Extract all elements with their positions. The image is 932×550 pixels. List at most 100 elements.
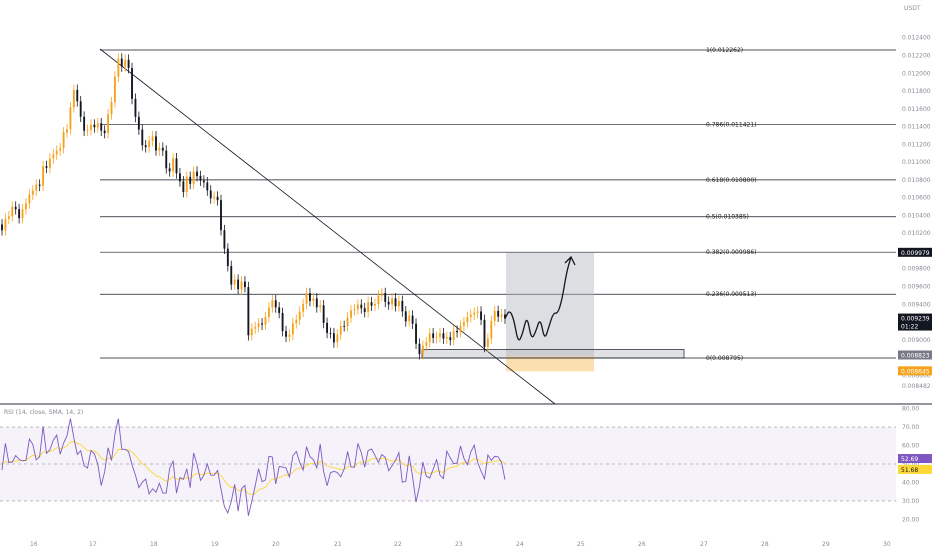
date-tick-label: 21 (334, 541, 342, 548)
candle-body (319, 305, 322, 308)
candle-body (428, 333, 431, 343)
candle-body (247, 287, 250, 336)
fib-level-label: 0.618(0.010800) (706, 177, 757, 184)
candle-body (411, 315, 414, 324)
candle-body (21, 209, 24, 219)
candle-body (168, 168, 171, 172)
candle-body (172, 158, 175, 172)
candle-body (127, 59, 130, 69)
price-unit-label: USDT (904, 5, 921, 12)
candlestick-series (1, 53, 506, 360)
candle-body (199, 176, 202, 181)
fib-level-label: 0.5(0.010385) (706, 214, 749, 221)
rsi-value-badge-bg (898, 454, 932, 464)
candle-body (66, 129, 68, 133)
candle-body (220, 200, 222, 231)
price-pane[interactable]: USDT 1(0.012262) 0.786(0.011421) 0.618(0.0… (0, 5, 932, 405)
candle-body (45, 166, 48, 168)
candle-body (459, 325, 462, 333)
candle-body (209, 190, 212, 199)
date-tick-label: 23 (455, 541, 463, 548)
date-tick-label: 27 (700, 541, 708, 548)
price-badge-value: 0.008645 (901, 368, 930, 375)
candle-body (370, 302, 373, 306)
candle-body (237, 279, 240, 290)
rsi-ma-badge-bg (898, 464, 932, 474)
candle-body (367, 302, 370, 313)
price-tick-label: 0.011000 (902, 159, 931, 166)
candle-body (425, 342, 428, 346)
date-tick-label: 25 (577, 541, 585, 548)
candle-body (445, 337, 448, 339)
rsi-axis[interactable]: 80.00 70.00 60.00 50.00 40.00 30.00 20.00 (902, 406, 919, 524)
date-tick-label: 26 (638, 541, 646, 548)
candle-body (291, 323, 294, 335)
rsi-indicator-label: RSI (14, close, SMA, 14, 2) (4, 409, 83, 416)
price-axis[interactable]: 0.012400 0.012200 0.012000 0.011800 0.011600… (902, 35, 931, 390)
candle-body (435, 336, 438, 338)
long-position-tool[interactable] (421, 252, 685, 372)
date-tick-label: 18 (150, 541, 158, 548)
price-tick-label: 0.009800 (902, 266, 931, 273)
candle-body (175, 158, 178, 174)
candle-body (497, 310, 500, 317)
projected-path-arrowhead (564, 255, 576, 266)
candle-body (415, 323, 417, 344)
candle-body (42, 166, 45, 186)
candle-body (504, 314, 506, 319)
candle-body (18, 209, 21, 219)
price-badge-bg (898, 313, 932, 331)
price-badge-value: 0.009979 (901, 250, 930, 257)
projected-path-line (504, 256, 572, 341)
candle-body (137, 116, 140, 130)
candle-body (76, 89, 79, 102)
price-tick-label: 0.010800 (902, 177, 931, 184)
candle-body (165, 150, 168, 169)
candle-body (264, 317, 267, 325)
candle-body (350, 310, 352, 318)
fib-level-label: 0.236(0.009513) (706, 291, 757, 298)
candle-body (110, 102, 113, 115)
candle-body (124, 59, 127, 67)
candle-body (1, 224, 3, 231)
fibonacci-retracement[interactable]: 1(0.012262) 0.786(0.011421) 0.618(0.010800… (100, 47, 896, 362)
candle-body (363, 308, 366, 313)
candle-body (14, 206, 17, 210)
candle-body (213, 196, 216, 199)
candle-body (185, 176, 188, 193)
candle-body (449, 337, 452, 341)
candle-body (442, 333, 445, 339)
candle-body (473, 312, 476, 315)
price-tick-label: 0.009400 (902, 301, 931, 308)
price-tick-label: 0.012200 (902, 53, 931, 60)
candle-body (223, 230, 226, 249)
candle-body (86, 129, 89, 131)
candle-body (151, 136, 154, 142)
projected-path-arrow[interactable] (504, 255, 576, 341)
date-tick-label: 20 (272, 541, 280, 548)
time-axis[interactable]: 16 17 18 19 20 21 22 23 24 25 26 27 28 29 30 (30, 541, 891, 548)
candle-body (141, 129, 144, 146)
candle-body (483, 319, 486, 347)
candle-body (476, 311, 479, 313)
price-tick-label: 0.011400 (902, 124, 931, 131)
price-tick-label: 0.008482 (902, 383, 931, 390)
candle-body (113, 76, 116, 103)
rsi-pane[interactable]: RSI (14, close, SMA, 14, 2) (0, 409, 896, 516)
stop-zone (506, 355, 594, 372)
candle-body (48, 158, 51, 168)
rsi-tick-label: 30.00 (902, 498, 919, 505)
candle-body (233, 279, 236, 285)
candle-body (500, 314, 503, 317)
candle-body (326, 322, 329, 333)
candle-body (62, 132, 65, 149)
candle-body (418, 343, 421, 355)
trendline[interactable] (99, 48, 556, 405)
candle-body (322, 305, 325, 323)
candle-body (278, 307, 281, 313)
price-badge-value: 0.008823 (901, 353, 930, 360)
candle-body (285, 331, 287, 337)
candle-body (107, 114, 110, 134)
